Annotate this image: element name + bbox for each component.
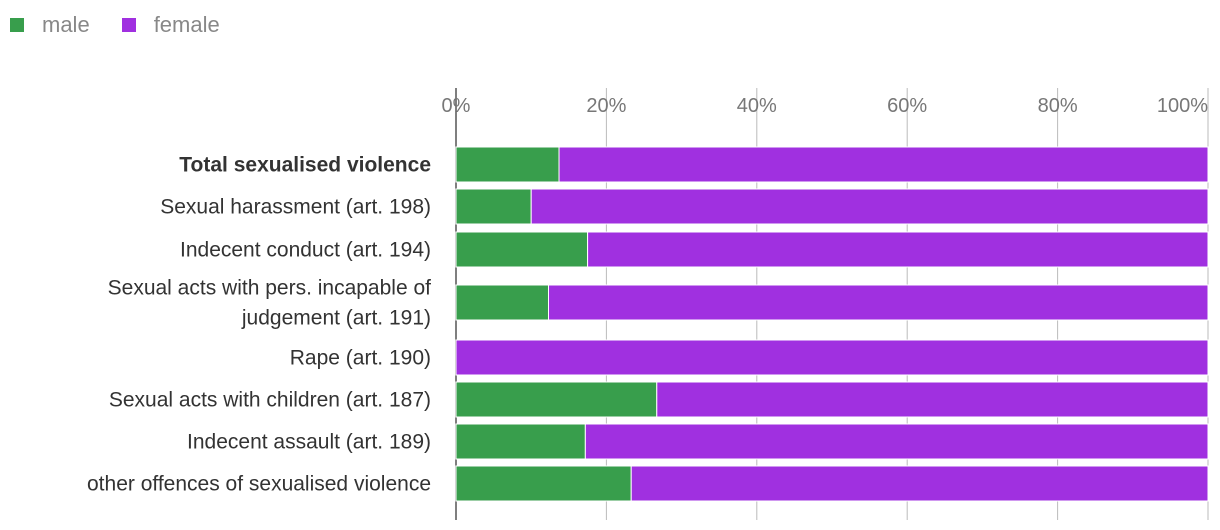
legend-item-female[interactable]: female bbox=[121, 12, 220, 38]
category-label: Indecent assault (art. 189) bbox=[187, 431, 431, 454]
x-tick-label: 40% bbox=[737, 95, 777, 117]
bar-segment-male[interactable] bbox=[455, 146, 560, 183]
x-tick-label: 80% bbox=[1038, 95, 1078, 117]
category-label-line: Indecent assault (art. 189) bbox=[187, 431, 431, 454]
x-tick-label: 60% bbox=[887, 95, 927, 117]
category-labels: Total sexualised violence Sexual harassme… bbox=[87, 154, 431, 496]
category-label-line: Indecent conduct (art. 194) bbox=[180, 239, 431, 262]
bar-segment-male[interactable] bbox=[455, 231, 589, 268]
category-label: Total sexualised violence bbox=[179, 154, 431, 177]
x-tick-label: 100% bbox=[1157, 95, 1208, 117]
category-label: Sexual harassment (art. 198) bbox=[160, 196, 431, 219]
legend-swatch-female bbox=[121, 18, 136, 32]
bar-segment-female[interactable] bbox=[630, 465, 1209, 502]
category-label-line: Sexual harassment (art. 198) bbox=[160, 196, 431, 219]
category-label: other offences of sexualised violence bbox=[87, 473, 431, 496]
legend-label-female: female bbox=[153, 12, 220, 37]
legend-item-male[interactable]: male bbox=[10, 12, 90, 38]
category-label-line: Total sexualised violence bbox=[179, 154, 431, 177]
bar-segment-male[interactable] bbox=[455, 381, 658, 418]
category-label-line: Sexual acts with children (art. 187) bbox=[109, 389, 431, 412]
bar-segment-female[interactable] bbox=[587, 231, 1209, 268]
bar-segment-female[interactable] bbox=[530, 188, 1209, 225]
bar-segment-female[interactable] bbox=[547, 284, 1209, 321]
bar-segment-female[interactable] bbox=[558, 146, 1209, 183]
bar-segment-male[interactable] bbox=[455, 423, 586, 460]
legend-swatch-male bbox=[10, 18, 24, 32]
category-label-line: other offences of sexualised violence bbox=[87, 473, 431, 496]
legend-label-male: male bbox=[42, 12, 90, 37]
category-label: Sexual acts with children (art. 187) bbox=[109, 389, 431, 412]
bar-segment-male[interactable] bbox=[455, 465, 632, 502]
category-label-line: Rape (art. 190) bbox=[290, 347, 431, 370]
x-axis-ticks: 0% 20% 40% 60% 80% 100% bbox=[442, 95, 1209, 117]
chart-legend: male female bbox=[10, 12, 252, 38]
category-label-line: judgement (art. 191) bbox=[241, 307, 431, 330]
bar-segment-female[interactable] bbox=[656, 381, 1209, 418]
category-label: Indecent conduct (art. 194) bbox=[180, 239, 431, 262]
bars bbox=[455, 146, 1209, 502]
bar-segment-male[interactable] bbox=[455, 188, 532, 225]
category-label-line: Sexual acts with pers. incapable of bbox=[108, 277, 432, 300]
category-label: Sexual acts with pers. incapable of judge… bbox=[108, 277, 432, 330]
bar-segment-male[interactable] bbox=[455, 284, 549, 321]
bar-segment-female[interactable] bbox=[584, 423, 1209, 460]
x-tick-label: 0% bbox=[442, 95, 471, 117]
category-label: Rape (art. 190) bbox=[290, 347, 431, 370]
bar-segment-female[interactable] bbox=[455, 339, 1209, 376]
x-tick-label: 20% bbox=[586, 95, 626, 117]
